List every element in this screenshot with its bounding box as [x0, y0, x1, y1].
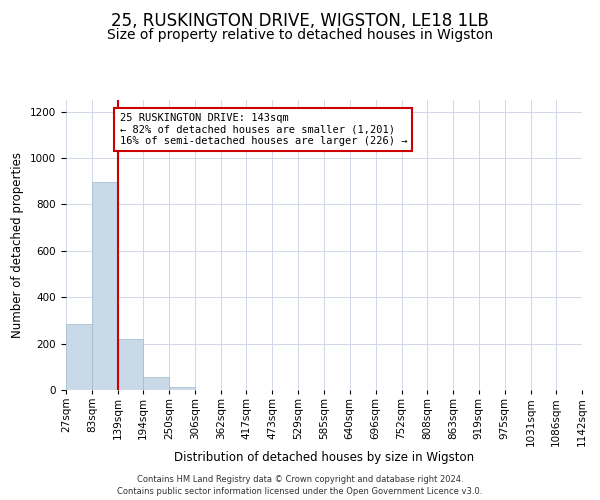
- Bar: [92, 182, 118, 390]
- Bar: [143, 377, 169, 390]
- Text: Contains HM Land Registry data © Crown copyright and database right 2024.: Contains HM Land Registry data © Crown c…: [137, 476, 463, 484]
- Bar: [169, 386, 195, 390]
- X-axis label: Distribution of detached houses by size in Wigston: Distribution of detached houses by size …: [174, 451, 474, 464]
- Text: Contains public sector information licensed under the Open Government Licence v3: Contains public sector information licen…: [118, 486, 482, 496]
- Bar: [118, 339, 143, 390]
- Y-axis label: Number of detached properties: Number of detached properties: [11, 152, 25, 338]
- Bar: [66, 324, 92, 390]
- Text: Size of property relative to detached houses in Wigston: Size of property relative to detached ho…: [107, 28, 493, 42]
- Text: 25, RUSKINGTON DRIVE, WIGSTON, LE18 1LB: 25, RUSKINGTON DRIVE, WIGSTON, LE18 1LB: [111, 12, 489, 30]
- Text: 25 RUSKINGTON DRIVE: 143sqm
← 82% of detached houses are smaller (1,201)
16% of : 25 RUSKINGTON DRIVE: 143sqm ← 82% of det…: [119, 113, 407, 146]
